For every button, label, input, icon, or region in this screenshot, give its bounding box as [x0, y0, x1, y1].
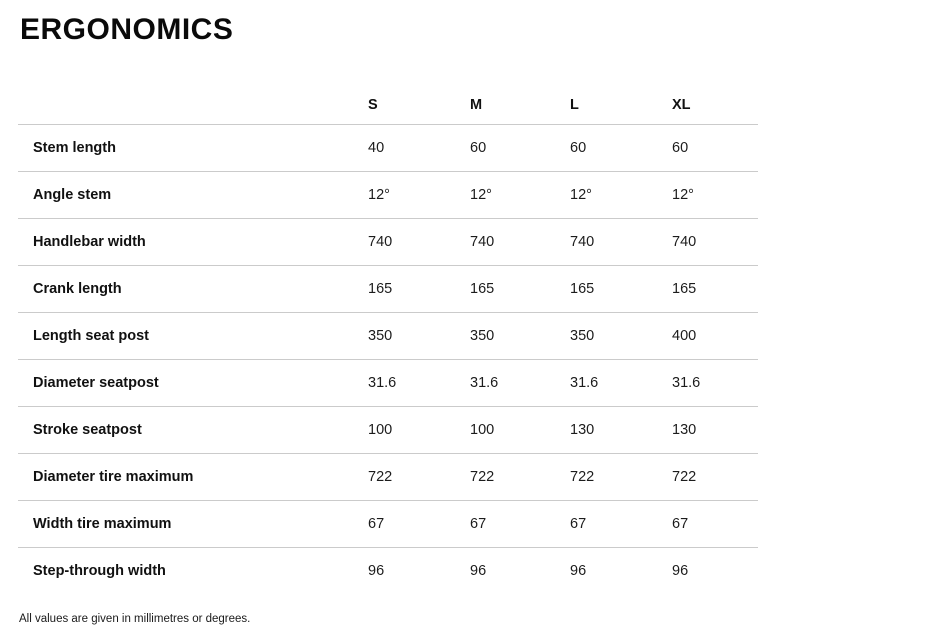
spec-value-cell: 165: [368, 280, 393, 297]
spec-value-cell: 350: [368, 327, 393, 344]
spec-value-cell: 165: [672, 280, 697, 297]
spec-value-cell: 100: [470, 421, 495, 438]
spec-value-cell: 722: [368, 468, 393, 485]
size-header-cell: M: [470, 96, 483, 113]
spec-label-cell: Step-through width: [33, 562, 166, 579]
spec-row: Length seat post 350 350 350 400: [18, 312, 758, 359]
spec-value-cell: 740: [368, 233, 393, 250]
spec-value-cell: 40: [368, 139, 385, 156]
size-header-row: S M L XL: [18, 86, 758, 124]
spec-value-cell: 165: [570, 280, 595, 297]
spec-row: Stem length 40 60 60 60: [18, 124, 758, 171]
units-footnote: All values are given in millimetres or d…: [19, 613, 251, 625]
spec-value-cell: 165: [470, 280, 495, 297]
spec-value-cell: 400: [672, 327, 697, 344]
spec-value-cell: 96: [368, 562, 385, 579]
spec-value-cell: 96: [470, 562, 487, 579]
spec-label-cell: Diameter tire maximum: [33, 468, 194, 485]
spec-value-cell: 60: [672, 139, 689, 156]
spec-value-cell: 722: [470, 468, 495, 485]
spec-value-cell: 67: [672, 515, 689, 532]
spec-label-cell: Diameter seatpost: [33, 374, 159, 391]
spec-value-cell: 12°: [470, 186, 492, 203]
spec-row: Handlebar width 740 740 740 740: [18, 218, 758, 265]
spec-value-cell: 130: [570, 421, 595, 438]
spec-row: Diameter seatpost 31.6 31.6 31.6 31.6: [18, 359, 758, 406]
spec-value-cell: 67: [470, 515, 487, 532]
spec-label-cell: Stroke seatpost: [33, 421, 142, 438]
spec-value-cell: 130: [672, 421, 697, 438]
spec-row: Crank length 165 165 165 165: [18, 265, 758, 312]
spec-value-cell: 96: [672, 562, 689, 579]
spec-value-cell: 100: [368, 421, 393, 438]
spec-value-cell: 12°: [672, 186, 694, 203]
spec-row: Diameter tire maximum 722 722 722 722: [18, 453, 758, 500]
spec-label-cell: Stem length: [33, 139, 116, 156]
section-title: ERGONOMICS: [20, 13, 234, 46]
size-header-cell: S: [368, 96, 378, 113]
spec-value-cell: 96: [570, 562, 587, 579]
spec-value-cell: 722: [672, 468, 697, 485]
spec-row: Stroke seatpost 100 100 130 130: [18, 406, 758, 453]
spec-table-body: Stem length 40 60 60 60 Angle stem 12° 12° 12° 12…: [18, 124, 758, 594]
spec-value-cell: 60: [470, 139, 487, 156]
spec-value-cell: 740: [570, 233, 595, 250]
spec-label-cell: Length seat post: [33, 327, 150, 344]
spec-row: Angle stem 12° 12° 12° 12°: [18, 171, 758, 218]
spec-value-cell: 12°: [368, 186, 390, 203]
ergonomics-table: S M L XL Stem length 40 60 60 60 Angle stem 12° 12…: [18, 86, 758, 594]
spec-label-cell: Angle stem: [33, 186, 112, 203]
spec-value-cell: 31.6: [470, 374, 499, 391]
spec-label-cell: Width tire maximum: [33, 515, 172, 532]
spec-value-cell: 350: [570, 327, 595, 344]
size-header-cell: L: [570, 96, 579, 113]
header-corner-cell: [18, 86, 368, 124]
spec-label-cell: Handlebar width: [33, 233, 146, 250]
spec-value-cell: 31.6: [368, 374, 397, 391]
size-header-cell: XL: [672, 96, 691, 113]
spec-value-cell: 67: [368, 515, 385, 532]
spec-value-cell: 740: [672, 233, 697, 250]
spec-row: Width tire maximum 67 67 67 67: [18, 500, 758, 547]
spec-row: Step-through width 96 96 96 96: [18, 547, 758, 594]
spec-value-cell: 60: [570, 139, 587, 156]
spec-value-cell: 722: [570, 468, 595, 485]
spec-value-cell: 67: [570, 515, 587, 532]
spec-value-cell: 31.6: [672, 374, 701, 391]
spec-value-cell: 12°: [570, 186, 592, 203]
spec-label-cell: Crank length: [33, 280, 122, 297]
spec-value-cell: 31.6: [570, 374, 599, 391]
spec-value-cell: 740: [470, 233, 495, 250]
spec-value-cell: 350: [470, 327, 495, 344]
